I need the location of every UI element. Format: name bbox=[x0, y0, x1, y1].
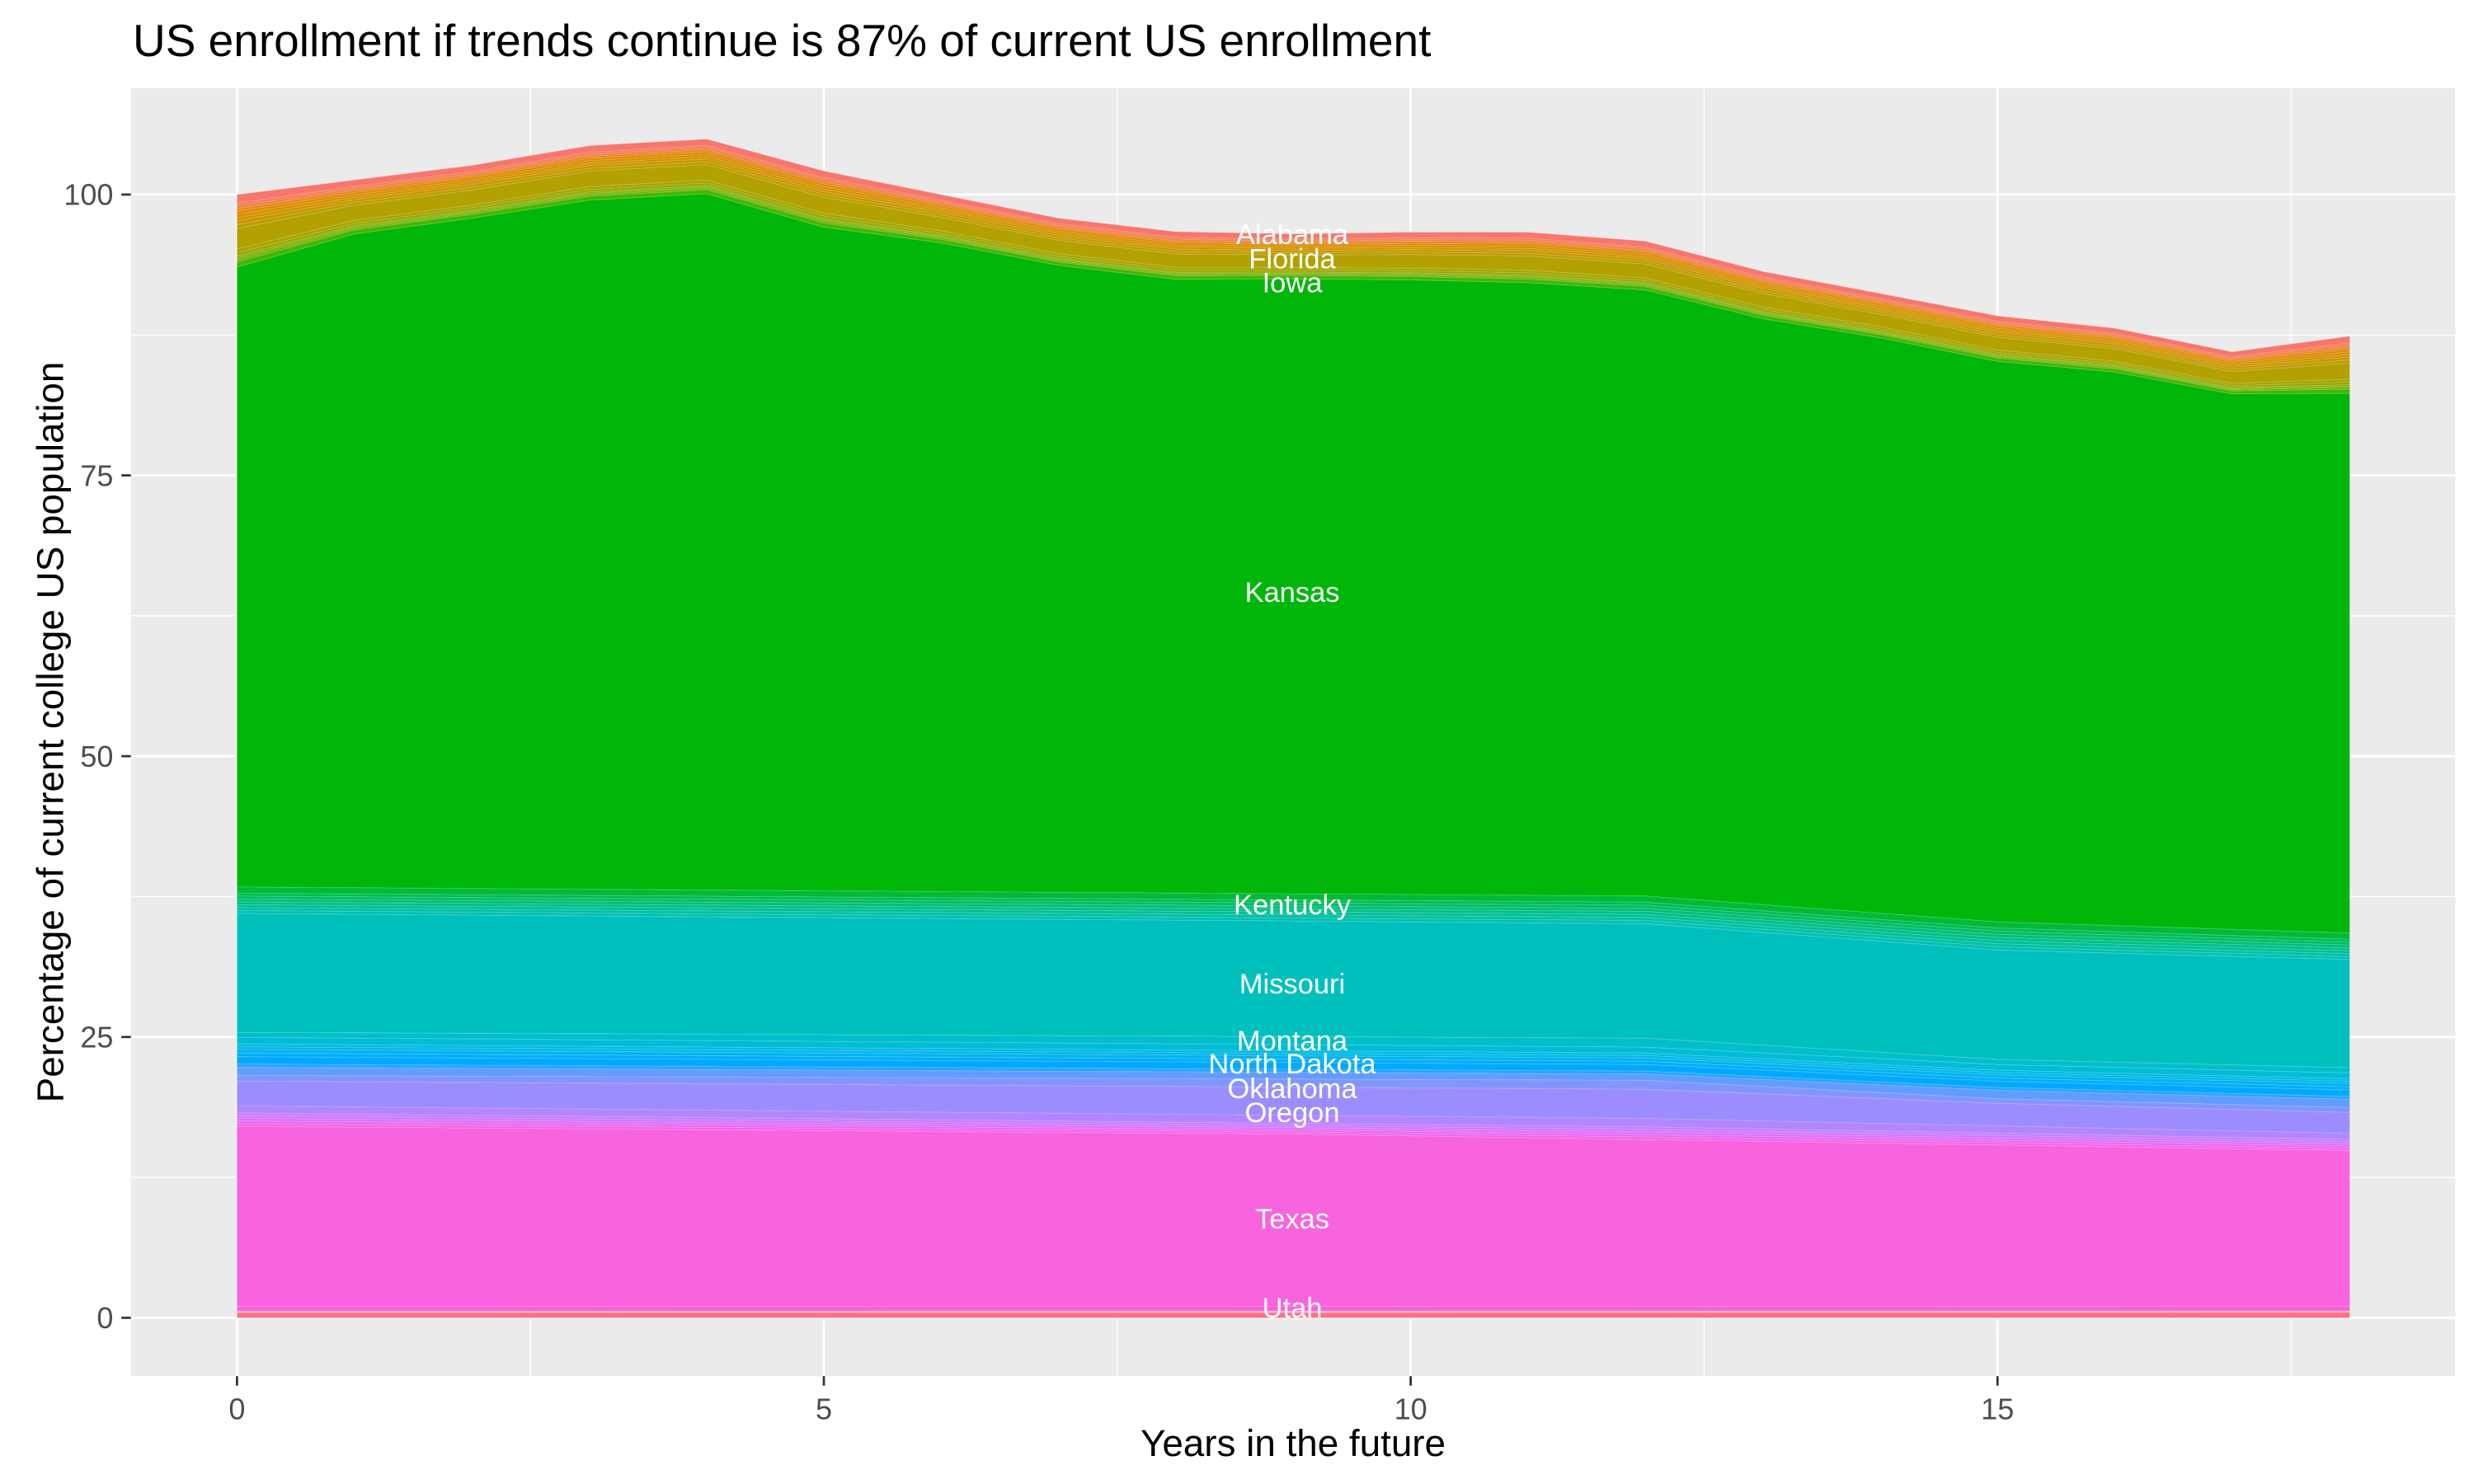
svg-text:Missouri: Missouri bbox=[1239, 969, 1345, 1000]
svg-text:Oregon: Oregon bbox=[1244, 1097, 1339, 1129]
svg-text:50: 50 bbox=[80, 740, 113, 773]
svg-text:75: 75 bbox=[80, 458, 113, 492]
svg-text:US enrollment if trends contin: US enrollment if trends continue is 87% … bbox=[133, 15, 1431, 66]
svg-text:Kansas: Kansas bbox=[1244, 577, 1339, 608]
svg-text:0: 0 bbox=[96, 1301, 113, 1335]
svg-text:Percentage of current college: Percentage of current college US populat… bbox=[30, 362, 72, 1103]
svg-text:Kentucky: Kentucky bbox=[1234, 890, 1352, 921]
svg-text:0: 0 bbox=[228, 1392, 245, 1426]
svg-text:25: 25 bbox=[80, 1021, 113, 1054]
svg-text:Montana: Montana bbox=[1237, 1026, 1348, 1057]
svg-text:5: 5 bbox=[816, 1392, 832, 1426]
svg-text:10: 10 bbox=[1395, 1392, 1427, 1426]
svg-text:Oklahoma: Oklahoma bbox=[1227, 1073, 1357, 1105]
svg-text:Florida: Florida bbox=[1249, 244, 1336, 275]
svg-text:Years in the future: Years in the future bbox=[1141, 1422, 1446, 1464]
svg-text:Texas: Texas bbox=[1255, 1204, 1329, 1235]
svg-text:Utah: Utah bbox=[1263, 1293, 1323, 1324]
svg-text:Iowa: Iowa bbox=[1263, 268, 1324, 299]
svg-text:Alabama: Alabama bbox=[1236, 219, 1349, 251]
svg-text:100: 100 bbox=[63, 178, 113, 212]
svg-text:North Dakota: North Dakota bbox=[1208, 1049, 1376, 1080]
svg-text:15: 15 bbox=[1981, 1392, 2014, 1426]
